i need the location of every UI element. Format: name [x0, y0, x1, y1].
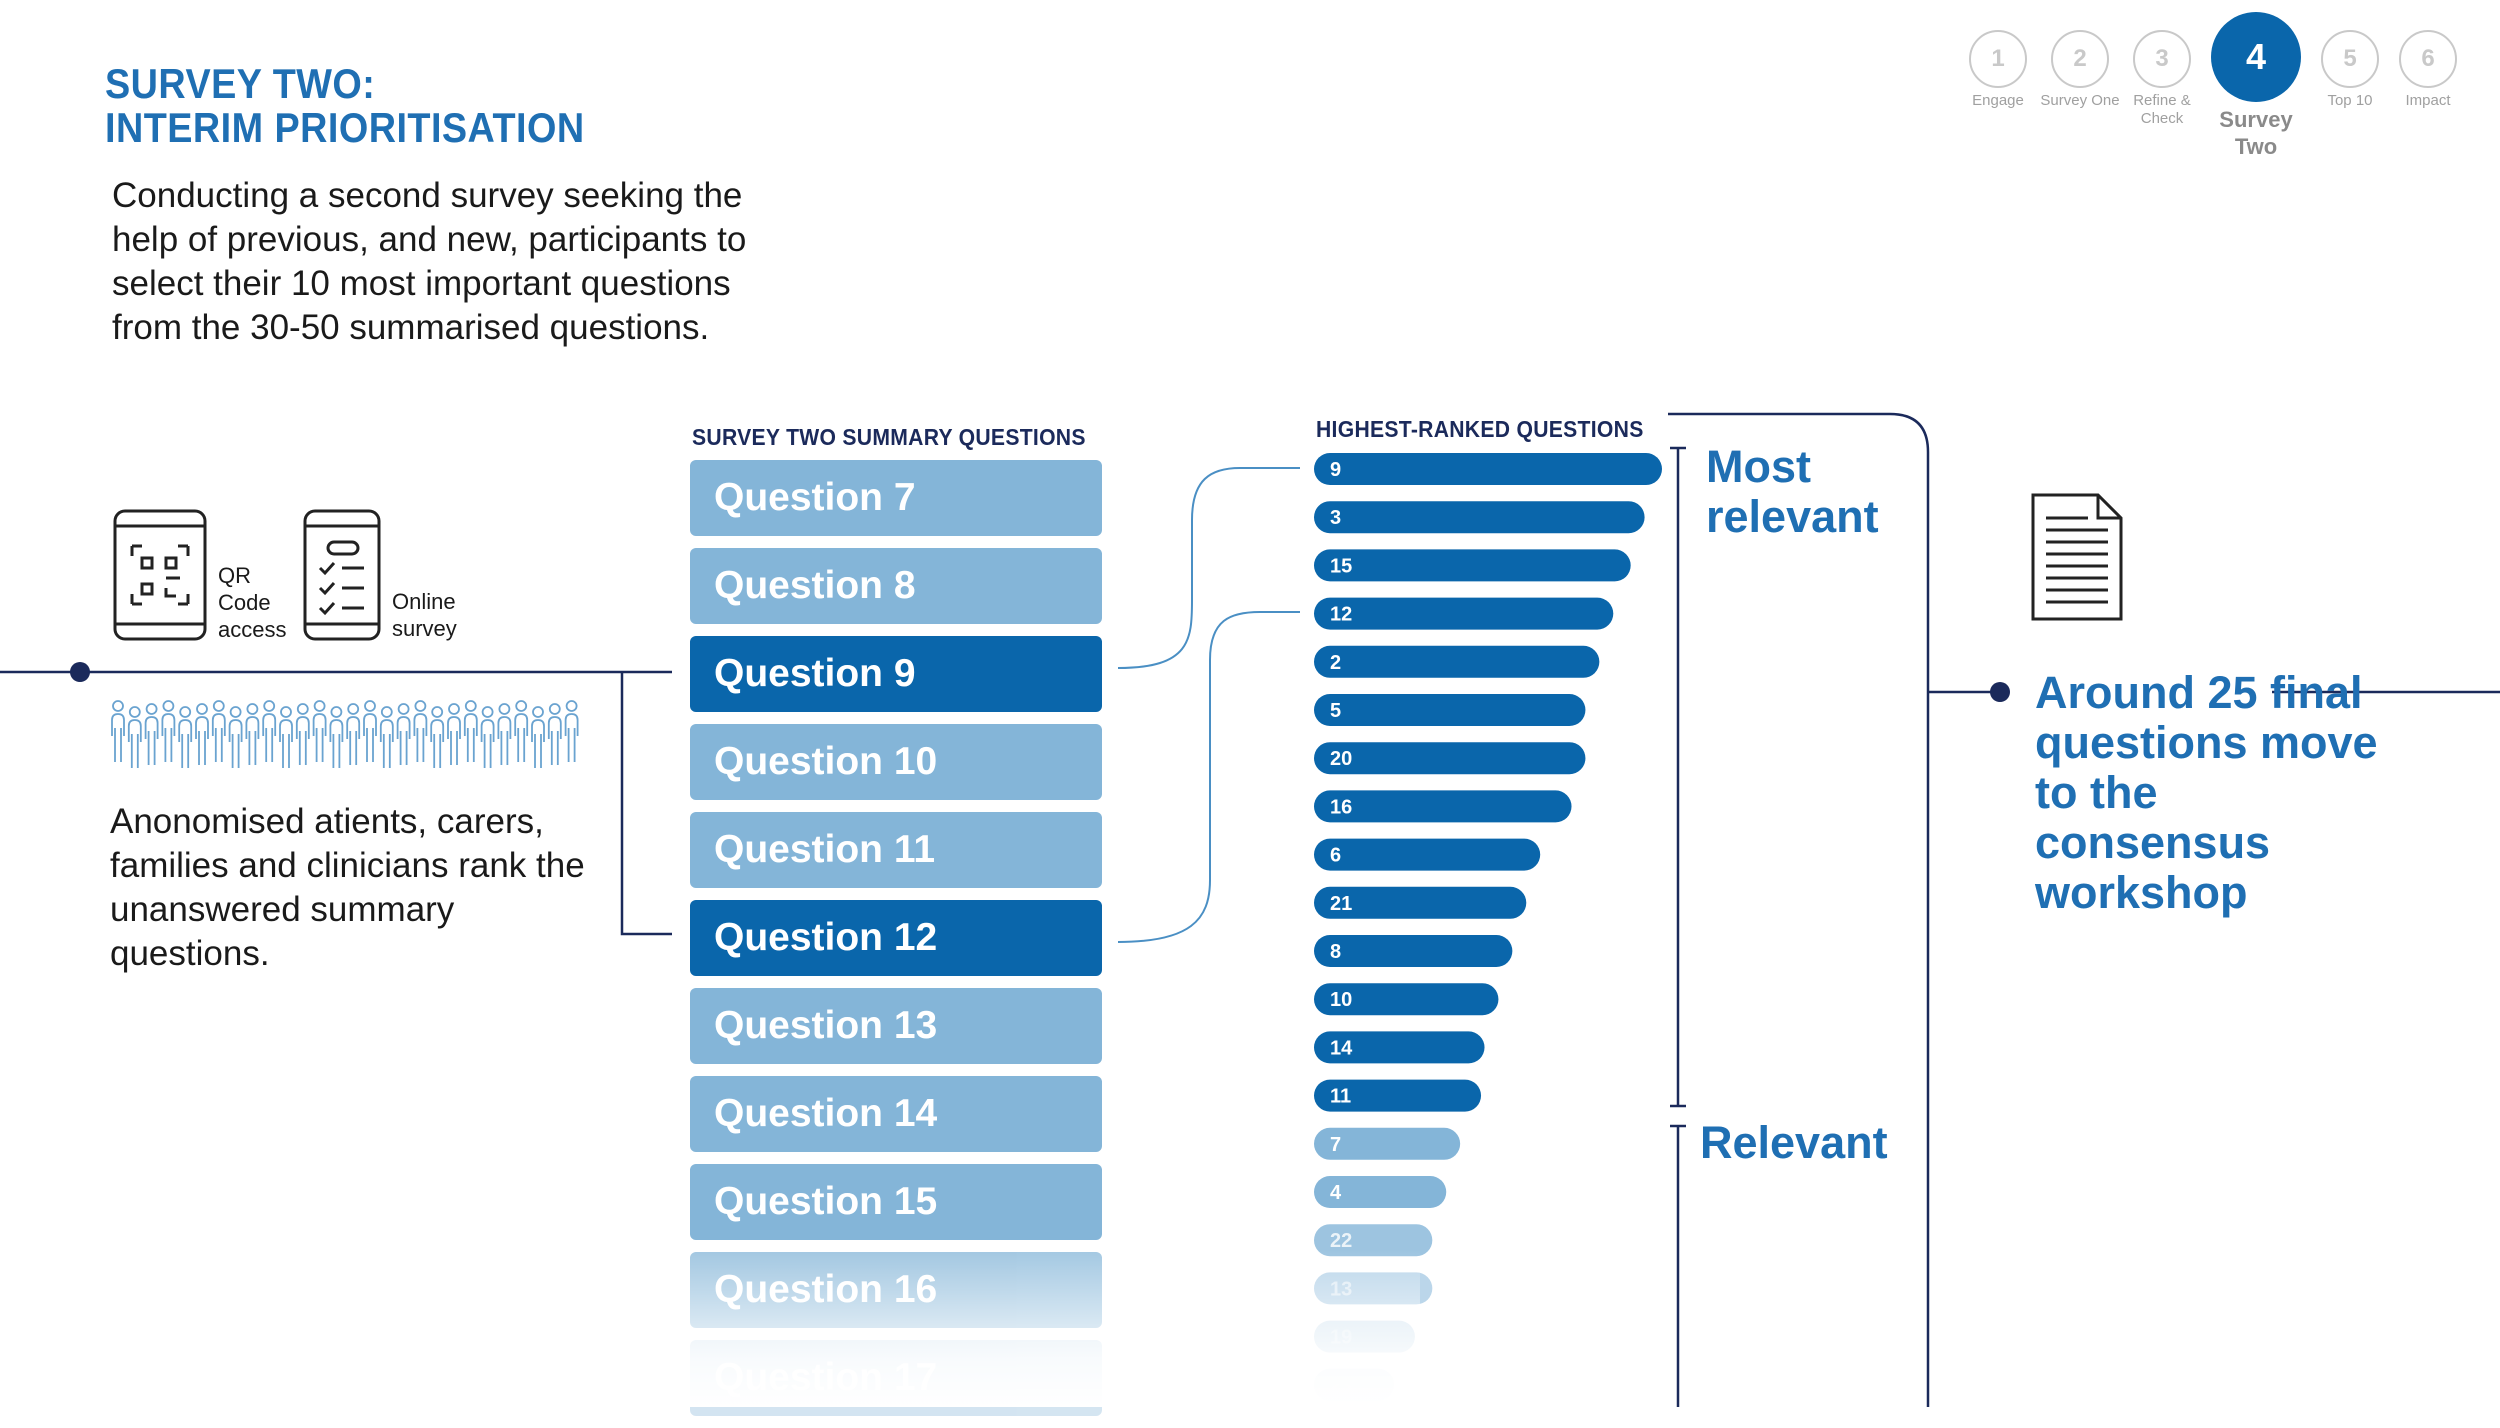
outcome-dot [1990, 682, 2010, 702]
step-label: Survey One [2040, 92, 2120, 109]
connector-q12 [1117, 611, 1300, 943]
participants-description: Anonomised atients, carers, families and… [110, 802, 585, 973]
summary-question-item: Question 13 [690, 988, 1102, 1064]
summary-question-item: Question 11 [690, 812, 1102, 888]
rank-bar-label: 7 [1330, 1134, 1341, 1156]
rank-bar [1314, 935, 1513, 967]
step-circle: 3 [2133, 30, 2191, 88]
step-1[interactable]: 1 Engage [1953, 30, 2043, 110]
summary-question-item: Question 10 [690, 724, 1102, 800]
summary-question-item: Question 12 [690, 900, 1102, 976]
bottom-fade [680, 1250, 1420, 1407]
summary-question-item: Question 8 [690, 548, 1102, 624]
rank-bar [1314, 501, 1645, 534]
rank-bar-label: 12 [1330, 604, 1352, 626]
rank-bar [1314, 886, 1527, 919]
intro-paragraph: Conducting a second survey seeking the h… [112, 176, 747, 347]
summary-questions-heading: SURVEY TWO SUMMARY QUESTIONS [692, 424, 1086, 450]
rank-bar-label: 9 [1330, 459, 1341, 481]
rank-bar [1314, 1224, 1433, 1257]
summary-question-item: Question 15 [690, 1164, 1102, 1240]
rank-bar-label: 14 [1330, 1037, 1353, 1059]
ranking-heading: HIGHEST-RANKED QUESTIONS [1316, 416, 1644, 442]
step-3[interactable]: 3 Refine & Check [2117, 30, 2207, 128]
step-label: Impact [2405, 92, 2451, 109]
step-circle: 4 [2211, 12, 2301, 102]
rank-bar [1314, 1127, 1461, 1160]
relevant-label: Relevant [1700, 1117, 1888, 1168]
bracket-line [620, 672, 672, 936]
step-6[interactable]: 6 Impact [2383, 30, 2473, 110]
step-label: Refine & Check [2133, 92, 2191, 127]
rank-bar [1314, 1079, 1482, 1112]
rank-bar [1314, 549, 1631, 582]
most-relevant-label: Most relevant [1706, 441, 1879, 542]
summary-question-item: Question 9 [690, 636, 1102, 712]
rank-bar [1314, 453, 1662, 485]
rank-bar [1314, 694, 1586, 726]
rank-bar [1314, 1031, 1485, 1064]
rank-bar [1314, 597, 1614, 630]
page-title-line-1: SURVEY TWO: [105, 60, 376, 107]
most-relevant-range [1670, 446, 1686, 1108]
rank-bar [1314, 645, 1600, 678]
step-circle: 6 [2399, 30, 2457, 88]
rank-bar-label: 3 [1330, 507, 1341, 529]
rank-bar [1314, 838, 1541, 871]
step-2[interactable]: 2 Survey One [2035, 30, 2125, 110]
rank-bar [1314, 742, 1586, 775]
qr-code-label: QR Code access [218, 563, 287, 642]
rank-bar-label: 8 [1330, 941, 1341, 963]
rank-bar-label: 16 [1330, 796, 1352, 818]
connector-q9 [1117, 467, 1300, 669]
rank-bar-label: 6 [1330, 845, 1341, 867]
rank-bar-label: 2 [1330, 652, 1341, 674]
step-label: Survey Two [2219, 107, 2293, 159]
rank-bar-label: 4 [1330, 1182, 1342, 1204]
online-survey-label: Online survey [392, 589, 457, 641]
rank-bar-label: 21 [1330, 893, 1352, 915]
step-label: Top 10 [2327, 92, 2373, 109]
rank-bar-label: 5 [1330, 700, 1341, 722]
step-circle: 5 [2321, 30, 2379, 88]
rank-bar [1314, 983, 1499, 1016]
rank-bar [1314, 790, 1572, 823]
rank-bar-label: 20 [1330, 748, 1352, 770]
rank-bar-label: 10 [1330, 989, 1352, 1011]
rank-bar-label: 15 [1330, 555, 1352, 577]
page-title: SURVEY TWO: INTERIM PRIORITISATION [105, 62, 585, 150]
step-circle: 2 [2051, 30, 2109, 88]
outcome-bracket [1668, 412, 1930, 1407]
rank-bar-label: 22 [1330, 1230, 1352, 1252]
step-circle: 1 [1969, 30, 2027, 88]
step-5[interactable]: 5 Top 10 [2305, 30, 2395, 110]
qr-code-icon [112, 508, 208, 642]
outcome-text: Around 25 final questions move to the co… [2035, 667, 2378, 918]
rank-bar [1314, 1176, 1447, 1208]
rank-bar-label: 11 [1330, 1086, 1351, 1108]
document-icon [2030, 492, 2124, 627]
relevant-range [1670, 1124, 1686, 1407]
flow-dot-left [70, 662, 90, 682]
step-4[interactable]: 4 Survey Two [2196, 12, 2316, 160]
summary-question-item: Question 7 [690, 460, 1102, 536]
step-label: Engage [1972, 92, 2024, 109]
page-title-line-2: INTERIM PRIORITISATION [105, 104, 585, 151]
summary-question-item: Question 14 [690, 1076, 1102, 1152]
participants-crowd-icon [104, 692, 584, 782]
online-survey-icon [302, 508, 382, 642]
